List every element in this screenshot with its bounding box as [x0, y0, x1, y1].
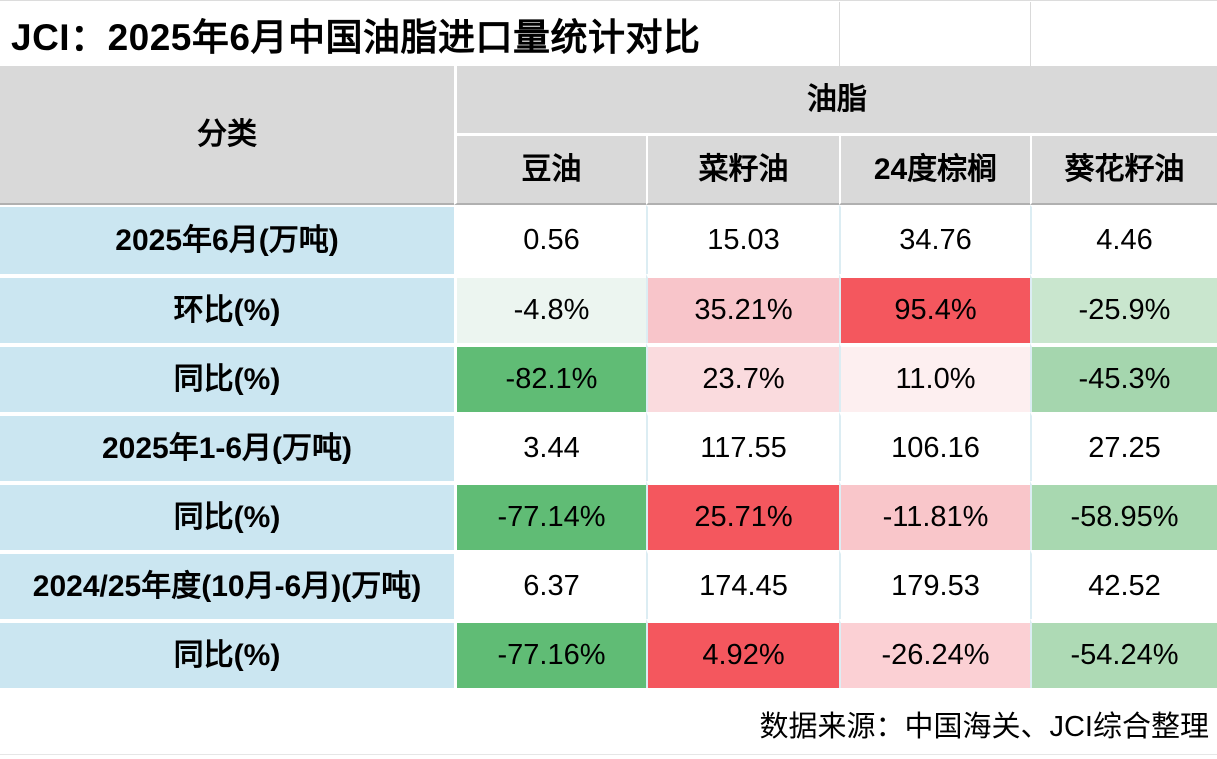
value-cell-sunflower-oil: 4.46	[1030, 205, 1217, 274]
column-header-category: 分类	[0, 66, 454, 205]
footer: 数据来源：中国海关、JCI综合整理	[0, 688, 1217, 759]
value-cell-sunflower-oil: -25.9%	[1030, 274, 1217, 343]
value-cell-soybean-oil: -82.1%	[454, 343, 646, 412]
row-label: 同比(%)	[0, 481, 454, 550]
row-label: 同比(%)	[0, 343, 454, 412]
value-cell-soybean-oil: 3.44	[454, 412, 646, 481]
value-cell-soybean-oil: -77.14%	[454, 481, 646, 550]
value-cell-rapeseed-oil: 35.21%	[646, 274, 839, 343]
row-label: 2025年1-6月(万吨)	[0, 412, 454, 481]
column-group-header-oils: 油脂	[454, 66, 1217, 136]
page-title: JCI：2025年6月中国油脂进口量统计对比	[11, 16, 701, 58]
row-label: 同比(%)	[0, 619, 454, 688]
column-header-soybean-oil: 豆油	[454, 136, 646, 205]
value-cell-soybean-oil: 6.37	[454, 550, 646, 619]
value-cell-rapeseed-oil: 4.92%	[646, 619, 839, 688]
value-cell-sunflower-oil: -58.95%	[1030, 481, 1217, 550]
value-cell-rapeseed-oil: 25.71%	[646, 481, 839, 550]
row-label: 环比(%)	[0, 274, 454, 343]
value-cell-sunflower-oil: 42.52	[1030, 550, 1217, 619]
value-cell-soybean-oil: 0.56	[454, 205, 646, 274]
value-cell-palm-24deg: 179.53	[839, 550, 1030, 619]
value-cell-palm-24deg: 95.4%	[839, 274, 1030, 343]
value-cell-palm-24deg: -11.81%	[839, 481, 1030, 550]
column-header-rapeseed-oil: 菜籽油	[646, 136, 839, 205]
gridline	[839, 2, 840, 66]
value-cell-rapeseed-oil: 23.7%	[646, 343, 839, 412]
data-source-label: 数据来源：中国海关、JCI综合整理	[759, 710, 1209, 743]
gridline	[1030, 2, 1031, 66]
value-cell-rapeseed-oil: 117.55	[646, 412, 839, 481]
column-header-sunflower-oil: 葵花籽油	[1030, 136, 1217, 205]
value-cell-sunflower-oil: 27.25	[1030, 412, 1217, 481]
value-cell-soybean-oil: -77.16%	[454, 619, 646, 688]
value-cell-sunflower-oil: -54.24%	[1030, 619, 1217, 688]
row-label: 2024/25年度(10月-6月)(万吨)	[0, 550, 454, 619]
value-cell-palm-24deg: -26.24%	[839, 619, 1030, 688]
value-cell-palm-24deg: 11.0%	[839, 343, 1030, 412]
value-cell-palm-24deg: 106.16	[839, 412, 1030, 481]
value-cell-rapeseed-oil: 15.03	[646, 205, 839, 274]
row-label: 2025年6月(万吨)	[0, 205, 454, 274]
value-cell-soybean-oil: -4.8%	[454, 274, 646, 343]
page-title-bar: JCI：2025年6月中国油脂进口量统计对比	[0, 0, 1217, 66]
column-header-palm-24deg: 24度棕榈	[839, 136, 1030, 205]
value-cell-sunflower-oil: -45.3%	[1030, 343, 1217, 412]
value-cell-rapeseed-oil: 174.45	[646, 550, 839, 619]
import-stats-table: 分类 油脂 豆油 菜籽油 24度棕榈 葵花籽油 2025年6月(万吨) 0.56 15.03…	[0, 66, 1217, 688]
value-cell-palm-24deg: 34.76	[839, 205, 1030, 274]
